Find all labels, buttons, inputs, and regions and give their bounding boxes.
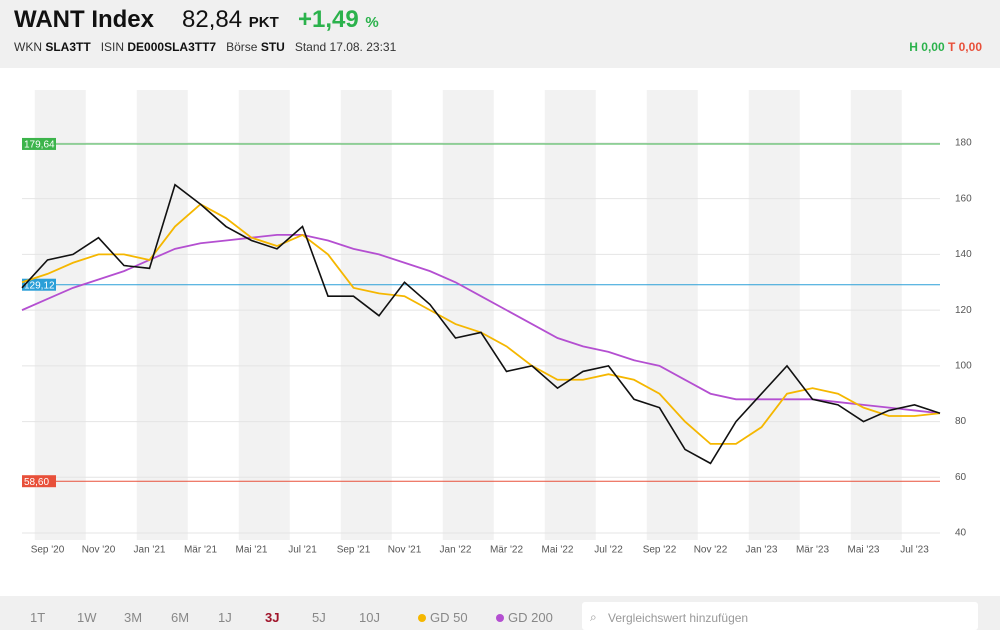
reference-label: 58,60	[24, 477, 49, 488]
reference-label: 129,12	[24, 280, 55, 291]
label: ISIN	[100, 40, 125, 54]
band	[136, 90, 188, 540]
range-button[interactable]: 1W	[77, 610, 97, 625]
series-line	[21, 233, 941, 415]
meta: WKN SLA3TT ISIN DE000SLA3TT7 Börse STU S…	[14, 40, 396, 54]
band	[544, 90, 596, 540]
x-tick-label: Jan '22	[440, 545, 472, 556]
header: WANT Index 82,84 PKT +1,49 % WKN SLA3TT …	[0, 0, 1000, 68]
isin: DE000SLA3TT7	[127, 40, 217, 54]
range-button[interactable]: 1T	[30, 610, 46, 625]
change: +1,49 %	[298, 6, 379, 34]
band	[442, 90, 494, 540]
range-button[interactable]: 1J	[218, 610, 232, 625]
y-tick-label: 120	[955, 305, 972, 316]
exchange: STU	[260, 40, 285, 54]
y-tick-label: 100	[955, 360, 972, 371]
legend-entry[interactable]: GD 50	[430, 610, 468, 625]
change-unit: %	[365, 14, 379, 31]
band	[34, 90, 86, 540]
price-unit: PKT	[248, 14, 279, 31]
range-button[interactable]: 3M	[124, 610, 143, 625]
x-tick-label: Jul '23	[900, 545, 929, 556]
range-button[interactable]: 5J	[312, 610, 326, 625]
y-tick-label: 160	[955, 193, 972, 204]
high-low: H 0,00 T 0,00	[909, 40, 982, 54]
x-tick-label: Mai '21	[236, 545, 268, 556]
x-tick-label: Jan '23	[746, 545, 778, 556]
high: H 0,00	[909, 40, 945, 54]
low: T 0,00	[947, 40, 982, 54]
y-tick-label: 140	[955, 249, 972, 260]
change-value: +1,49	[298, 6, 359, 33]
price: 82,84 PKT	[182, 6, 279, 34]
title: WANT Index	[14, 6, 155, 33]
x-tick-label: Sep '20	[31, 545, 65, 556]
x-tick-label: Mär '22	[490, 545, 523, 556]
x-tick-label: Mär '23	[796, 545, 829, 556]
series-line	[21, 183, 941, 465]
x-tick-label: Mai '23	[848, 545, 880, 556]
x-tick-label: Nov '20	[82, 545, 116, 556]
x-tick-label: Nov '21	[388, 545, 422, 556]
x-tick-label: Jul '21	[288, 545, 317, 556]
band	[340, 90, 392, 540]
x-tick-label: Sep '22	[643, 545, 677, 556]
label: Börse	[226, 40, 258, 54]
range-button[interactable]: 6M	[171, 610, 190, 625]
x-tick-label: Jul '22	[594, 545, 623, 556]
x-tick-label: Nov '22	[694, 545, 728, 556]
band	[850, 90, 902, 540]
price-value: 82,84	[182, 6, 243, 33]
x-tick-label: Mai '22	[542, 545, 574, 556]
y-tick-label: 60	[955, 472, 967, 483]
x-tick-label: Jan '21	[134, 545, 166, 556]
search-placeholder: Vergleichswert hinzufügen	[608, 611, 749, 625]
label: WKN	[14, 40, 42, 54]
band	[748, 90, 800, 540]
x-tick-label: Sep '21	[337, 545, 371, 556]
stand: Stand 17.08. 23:31	[294, 40, 397, 54]
wkn: SLA3TT	[45, 40, 91, 54]
y-tick-label: 80	[955, 416, 967, 427]
band	[238, 90, 290, 540]
range-button[interactable]: 10J	[359, 610, 380, 625]
reference-label: 179,64	[24, 140, 55, 151]
reference-label-box	[22, 137, 56, 150]
band	[646, 90, 698, 540]
y-tick-label: 180	[955, 138, 972, 149]
range-button[interactable]: 3J	[265, 610, 280, 625]
chart: Sep '20 Nov '20 Jan '21 Mär '21 Mai '21 Jul '…	[21, 90, 972, 556]
reference-label-box	[22, 278, 56, 291]
legend-entry[interactable]: GD 200	[508, 610, 553, 625]
toolbar: Vergleichswert hinzufügen ⌕ 1T 1W 3M 6M 1J 3J 5…	[0, 596, 1000, 630]
x-tick-label: Mär '21	[184, 545, 217, 556]
y-tick-label: 40	[955, 528, 967, 539]
legend-dot	[418, 614, 426, 622]
reference-label-box	[22, 475, 56, 488]
legend-dot	[496, 614, 504, 622]
search-box[interactable]: Vergleichswert hinzufügen ⌕	[582, 602, 978, 630]
